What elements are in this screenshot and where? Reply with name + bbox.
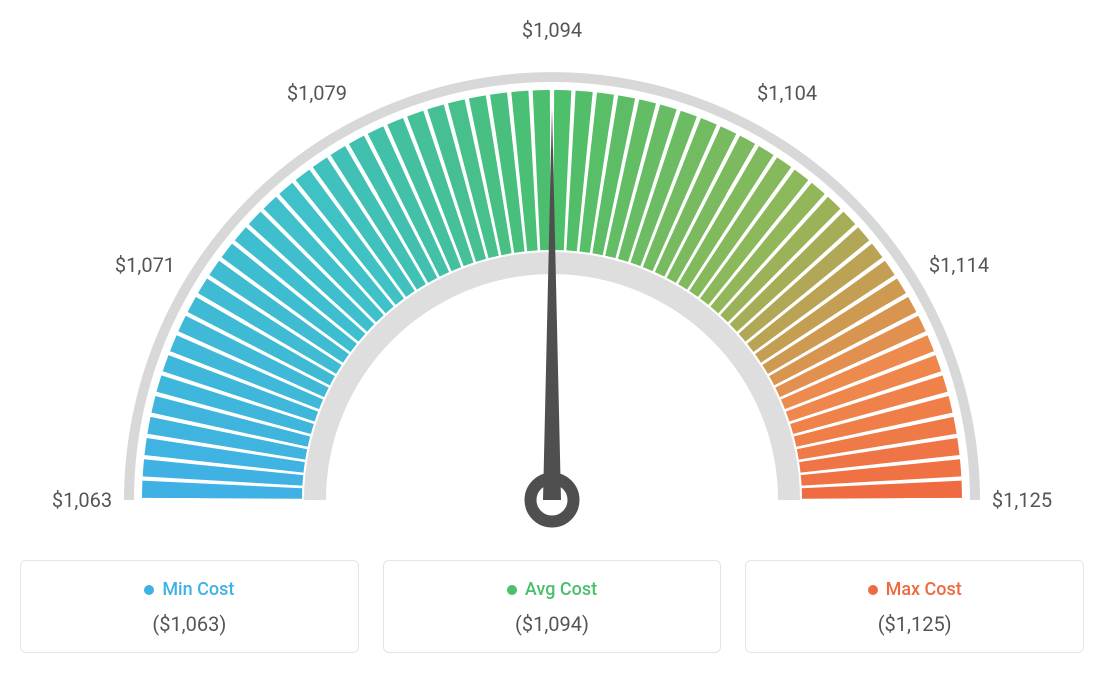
legend-row: Min Cost ($1,063) Avg Cost ($1,094) Max … [20, 560, 1084, 653]
gauge-tick-label: $1,063 [52, 488, 112, 512]
gauge-tick-label: $1,125 [992, 488, 1052, 512]
gauge-tick-label: $1,071 [115, 253, 175, 277]
legend-card-max: Max Cost ($1,125) [745, 560, 1084, 653]
legend-value-min: ($1,063) [33, 612, 346, 636]
dot-icon [144, 585, 154, 595]
dot-icon [507, 585, 517, 595]
gauge-tick-label: $1,079 [287, 81, 347, 105]
gauge-tick-label: $1,114 [929, 253, 989, 277]
legend-title-min: Min Cost [144, 579, 234, 600]
gauge-tick-label: $1,094 [522, 18, 582, 42]
legend-title-text: Avg Cost [525, 579, 597, 600]
gauge-chart: $1,063 $1,071 $1,079 $1,094 $1,104 $1,114 $1,1… [20, 20, 1084, 540]
cost-gauge-widget: $1,063 $1,071 $1,079 $1,094 $1,104 $1,114 $1,1… [20, 20, 1084, 653]
legend-title-avg: Avg Cost [507, 579, 597, 600]
gauge-tick-label: $1,104 [757, 81, 817, 105]
dot-icon [868, 585, 878, 595]
legend-value-max: ($1,125) [758, 612, 1071, 636]
legend-card-min: Min Cost ($1,063) [20, 560, 359, 653]
legend-title-text: Min Cost [162, 579, 234, 600]
gauge-svg [20, 20, 1084, 540]
legend-value-avg: ($1,094) [396, 612, 709, 636]
legend-card-avg: Avg Cost ($1,094) [383, 560, 722, 653]
legend-title-text: Max Cost [886, 579, 962, 600]
legend-title-max: Max Cost [868, 579, 962, 600]
